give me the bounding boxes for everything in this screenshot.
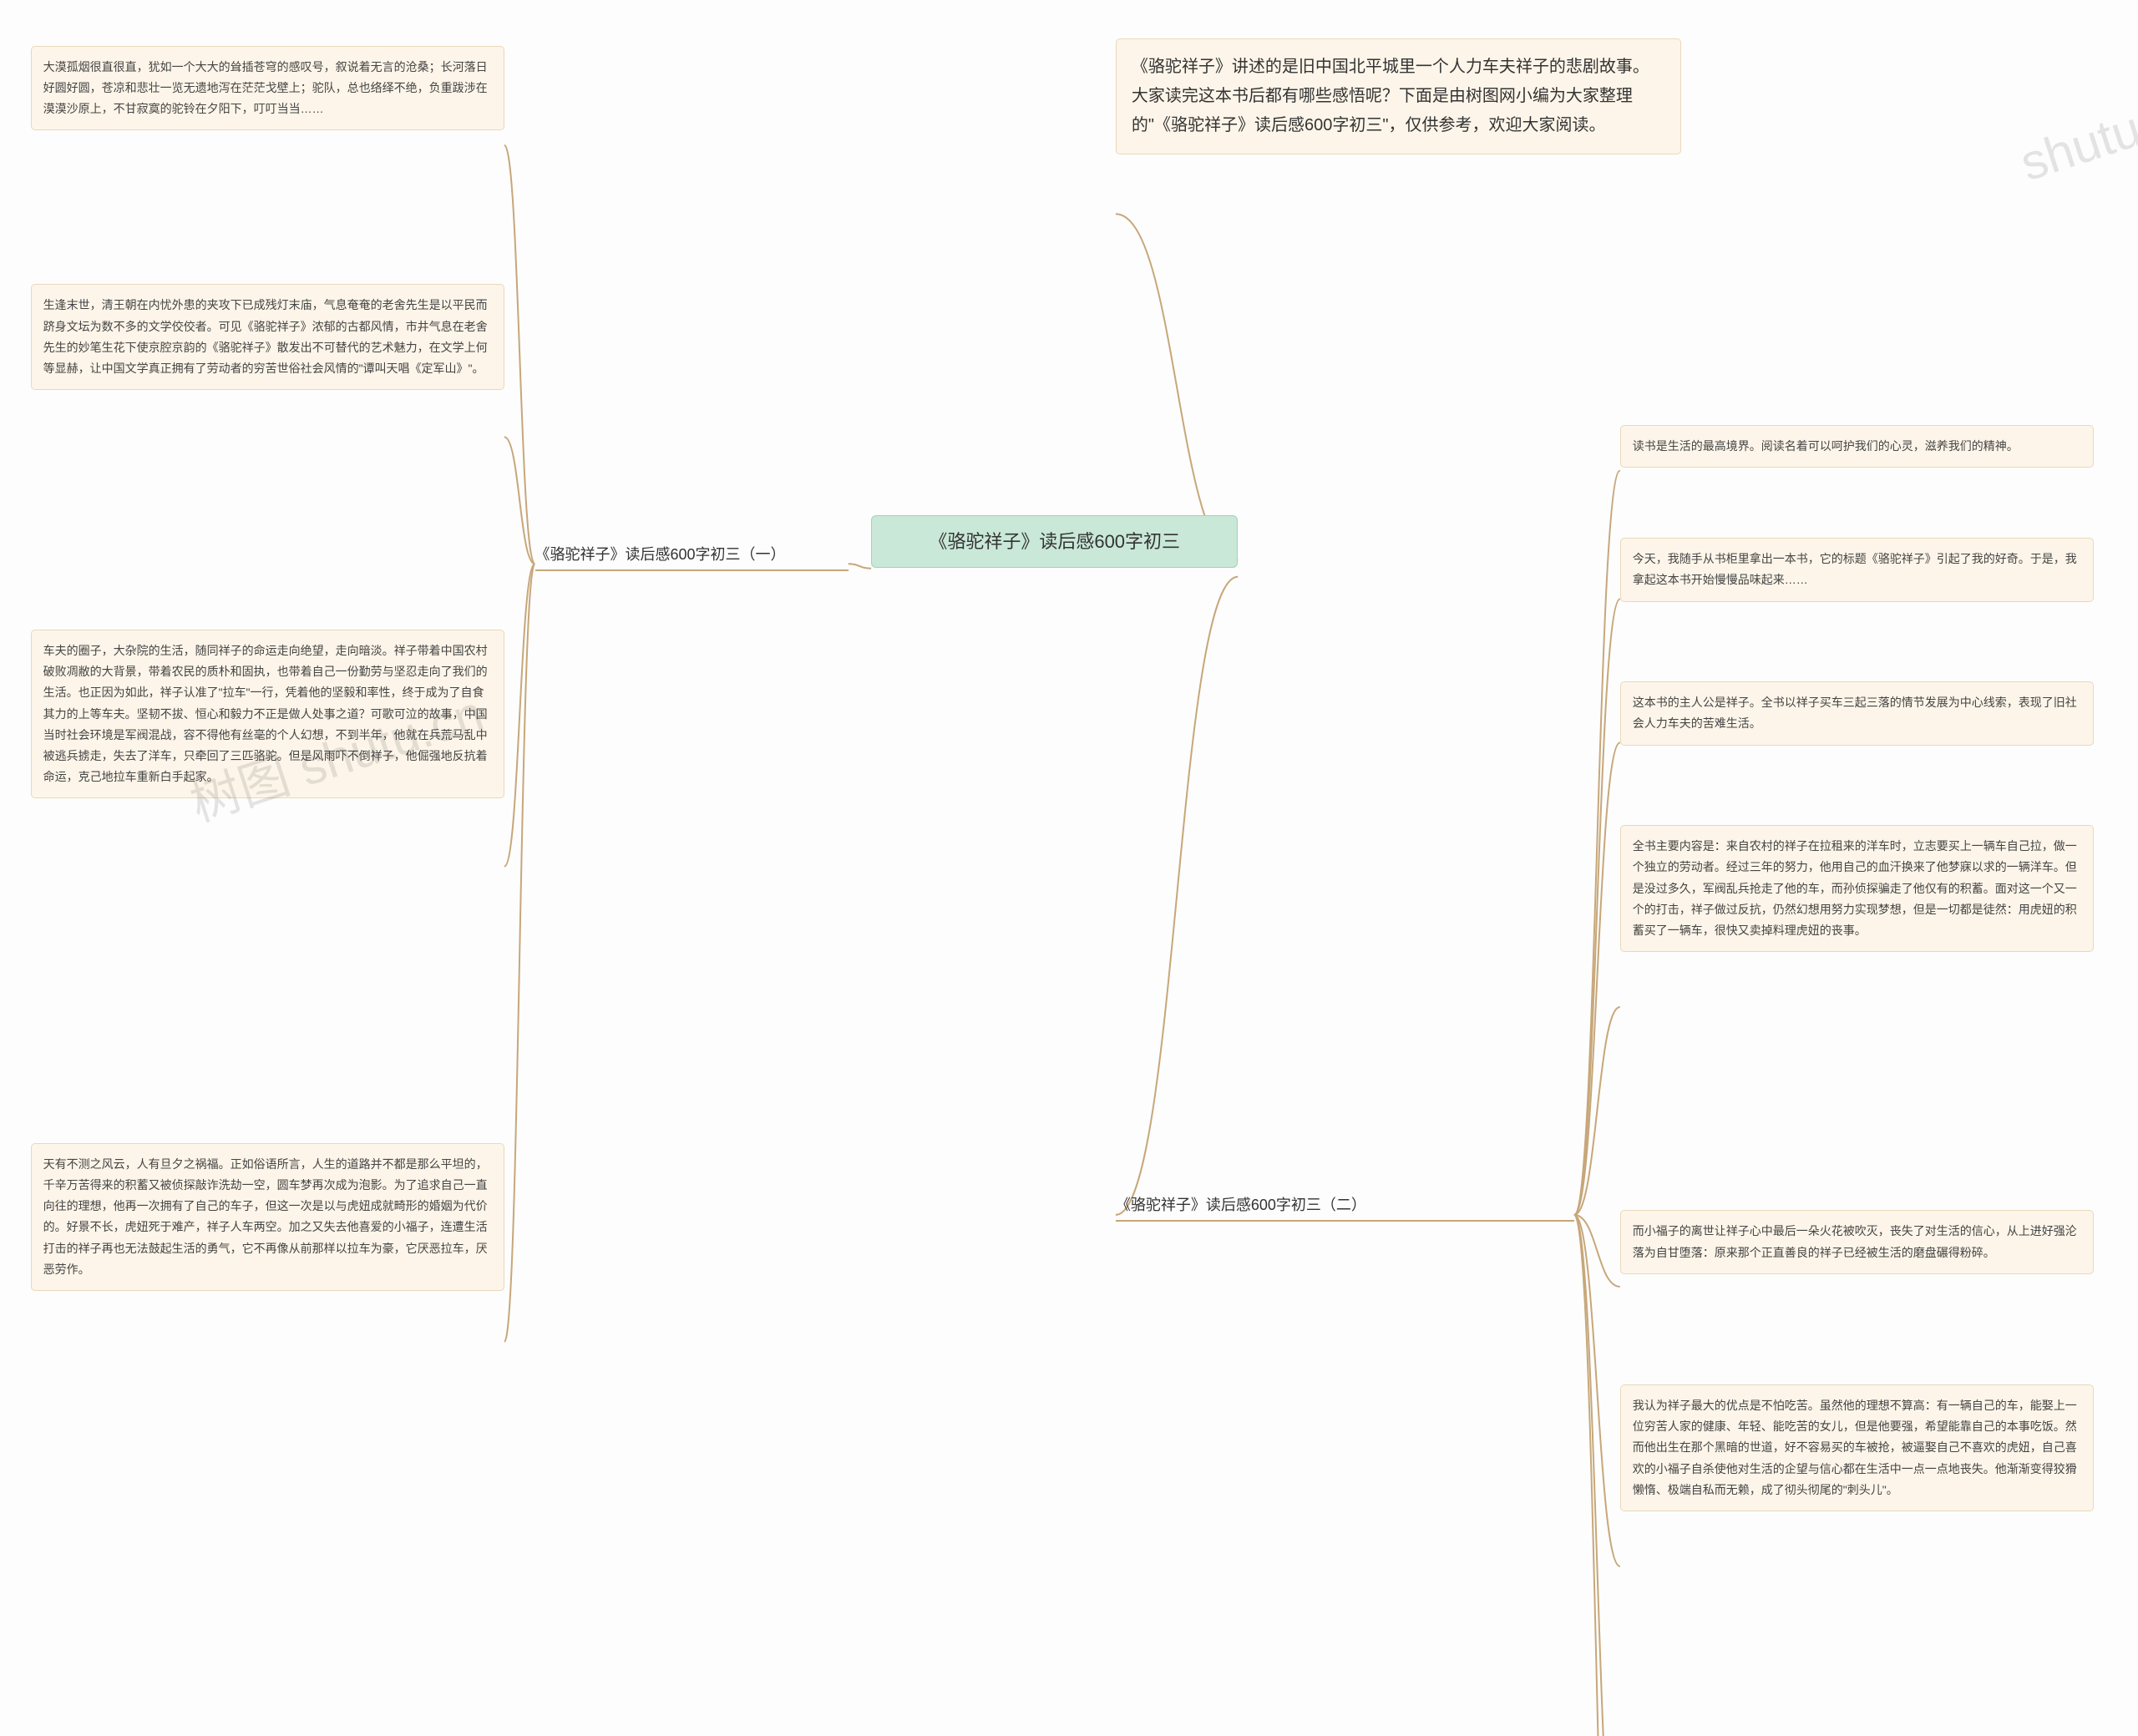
left-leaf-0-text: 大漠孤烟很直很直，犹如一个大大的耸插苍穹的感叹号，叙说着无言的沧桑；长河落日好圆…	[43, 60, 488, 115]
right-leaf-0-text: 读书是生活的最高境界。阅读名着可以呵护我们的心灵，滋养我们的精神。	[1633, 439, 2019, 453]
center-title: 《骆驼祥子》读后感600字初三	[929, 531, 1180, 552]
right-leaf-2-text: 这本书的主人公是祥子。全书以祥子买车三起三落的情节发展为中心线索，表现了旧社会人…	[1633, 696, 2077, 730]
right-leaf-4-text: 而小福子的离世让祥子心中最后一朵火花被吹灭，丧失了对生活的信心，从上进好强沦落为…	[1633, 1224, 2077, 1258]
section-right-text: 《骆驼祥子》读后感600字初三（二）	[1116, 1197, 1366, 1213]
right-leaf-3[interactable]: 全书主要内容是：来自农村的祥子在拉租来的洋车时，立志要买上一辆车自己拉，做一个独…	[1620, 825, 2094, 952]
right-leaf-2[interactable]: 这本书的主人公是祥子。全书以祥子买车三起三落的情节发展为中心线索，表现了旧社会人…	[1620, 681, 2094, 745]
mindmap-canvas: 《骆驼祥子》读后感600字初三 《骆驼祥子》讲述的是旧中国北平城里一个人力车夫祥…	[0, 0, 2138, 1736]
left-leaf-3[interactable]: 天有不测之风云，人有旦夕之祸福。正如俗语所言，人生的道路并不都是那么平坦的，千辛…	[31, 1143, 504, 1291]
right-leaf-1[interactable]: 今天，我随手从书柜里拿出一本书，它的标题《骆驼祥子》引起了我的好奇。于是，我拿起…	[1620, 538, 2094, 601]
section-right-label[interactable]: 《骆驼祥子》读后感600字初三（二）	[1116, 1193, 1574, 1222]
left-leaf-1-text: 生逢末世，清王朝在内忧外患的夹攻下已成残灯末庙，气息奄奄的老舍先生是以平民而跻身…	[43, 298, 488, 375]
right-leaf-5[interactable]: 我认为祥子最大的优点是不怕吃苦。虽然他的理想不算高：有一辆自己的车，能娶上一位穷…	[1620, 1384, 2094, 1511]
section-left-label[interactable]: 《骆驼祥子》读后感600字初三（一）	[535, 543, 849, 571]
left-leaf-1[interactable]: 生逢末世，清王朝在内忧外患的夹攻下已成残灯末庙，气息奄奄的老舍先生是以平民而跻身…	[31, 284, 504, 390]
left-leaf-0[interactable]: 大漠孤烟很直很直，犹如一个大大的耸插苍穹的感叹号，叙说着无言的沧桑；长河落日好圆…	[31, 46, 504, 131]
right-leaf-0[interactable]: 读书是生活的最高境界。阅读名着可以呵护我们的心灵，滋养我们的精神。	[1620, 425, 2094, 468]
right-leaf-4[interactable]: 而小福子的离世让祥子心中最后一朵火花被吹灭，丧失了对生活的信心，从上进好强沦落为…	[1620, 1210, 2094, 1273]
watermark: shutu.cn	[2013, 79, 2138, 193]
right-leaf-5-text: 我认为祥子最大的优点是不怕吃苦。虽然他的理想不算高：有一辆自己的车，能娶上一位穷…	[1633, 1399, 2077, 1496]
right-leaf-1-text: 今天，我随手从书柜里拿出一本书，它的标题《骆驼祥子》引起了我的好奇。于是，我拿起…	[1633, 552, 2077, 586]
left-leaf-2-text: 车夫的圈子，大杂院的生活，随同祥子的命运走向绝望，走向暗淡。祥子带着中国农村破败…	[43, 644, 488, 783]
left-leaf-3-text: 天有不测之风云，人有旦夕之祸福。正如俗语所言，人生的道路并不都是那么平坦的，千辛…	[43, 1157, 488, 1276]
intro-node[interactable]: 《骆驼祥子》讲述的是旧中国北平城里一个人力车夫祥子的悲剧故事。大家读完这本书后都…	[1116, 38, 1681, 154]
section-left-text: 《骆驼祥子》读后感600字初三（一）	[535, 546, 786, 563]
left-leaf-2[interactable]: 车夫的圈子，大杂院的生活，随同祥子的命运走向绝望，走向暗淡。祥子带着中国农村破败…	[31, 630, 504, 798]
intro-text: 《骆驼祥子》讲述的是旧中国北平城里一个人力车夫祥子的悲剧故事。大家读完这本书后都…	[1132, 58, 1649, 134]
right-leaf-3-text: 全书主要内容是：来自农村的祥子在拉租来的洋车时，立志要买上一辆车自己拉，做一个独…	[1633, 839, 2077, 937]
center-node[interactable]: 《骆驼祥子》读后感600字初三	[871, 515, 1238, 568]
